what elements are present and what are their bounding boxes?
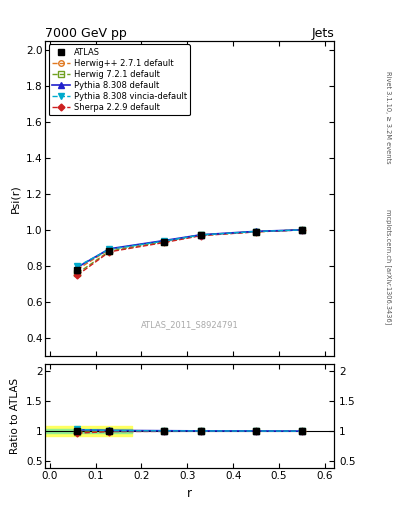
Legend: ATLAS, Herwig++ 2.7.1 default, Herwig 7.2.1 default, Pythia 8.308 default, Pythi: ATLAS, Herwig++ 2.7.1 default, Herwig 7.… (48, 45, 190, 115)
X-axis label: r: r (187, 487, 192, 500)
Y-axis label: Psi(r): Psi(r) (10, 184, 20, 213)
Text: mcplots.cern.ch [arXiv:1306.3436]: mcplots.cern.ch [arXiv:1306.3436] (385, 208, 392, 324)
Text: Jets: Jets (311, 27, 334, 40)
Text: Rivet 3.1.10, ≥ 3.2M events: Rivet 3.1.10, ≥ 3.2M events (385, 72, 391, 164)
Y-axis label: Ratio to ATLAS: Ratio to ATLAS (10, 378, 20, 454)
Text: ATLAS_2011_S8924791: ATLAS_2011_S8924791 (141, 320, 239, 329)
Text: 7000 GeV pp: 7000 GeV pp (45, 27, 127, 40)
